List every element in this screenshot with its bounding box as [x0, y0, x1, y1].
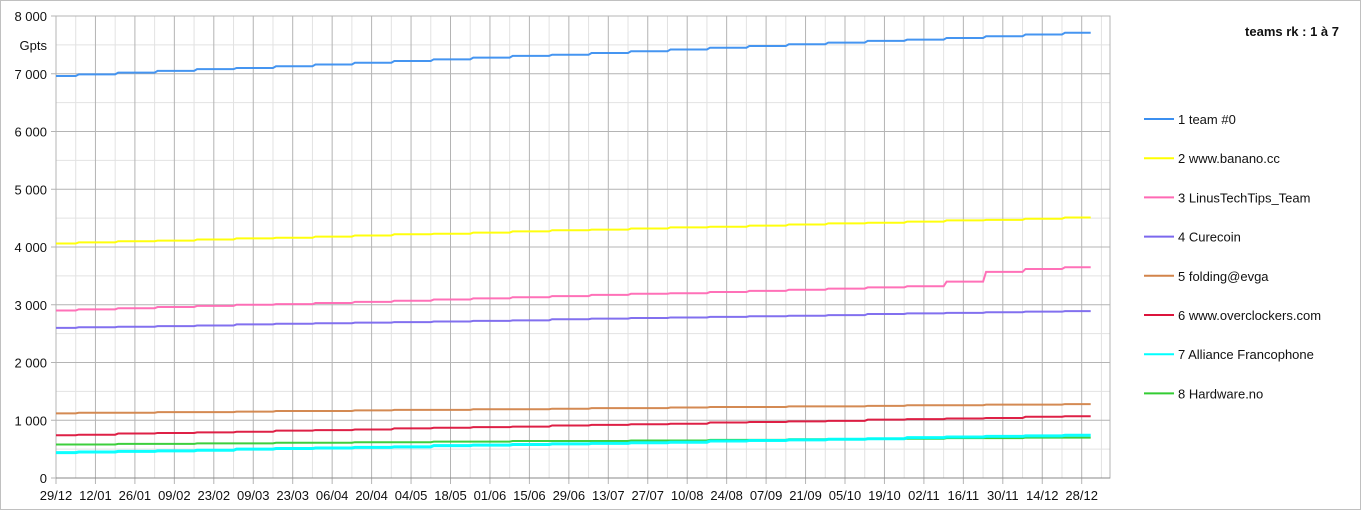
legend-item: 4 Curecoin — [1144, 230, 1241, 245]
legend-item: 6 www.overclockers.com — [1144, 308, 1321, 323]
legend-label: 5 folding@evga — [1178, 269, 1269, 284]
x-tick-label: 09/02 — [158, 488, 191, 503]
series-line-5 — [56, 403, 1091, 415]
x-tick-label: 24/08 — [710, 488, 743, 503]
x-tick-label: 02/11 — [908, 488, 940, 503]
x-tick-label: 21/09 — [789, 488, 822, 503]
x-tick-label: 29/06 — [553, 488, 586, 503]
legend-label: 6 www.overclockers.com — [1178, 308, 1321, 323]
legend-label: 8 Hardware.no — [1178, 386, 1263, 401]
y-axis-label: Gpts — [20, 38, 48, 53]
x-tick-label: 15/06 — [513, 488, 546, 503]
x-tick-label: 07/09 — [750, 488, 783, 503]
grid — [51, 15, 1111, 484]
series-line-3 — [56, 266, 1091, 312]
x-tick-label: 10/08 — [671, 488, 704, 503]
y-tick-label: 2 000 — [14, 356, 47, 371]
legend-item: 5 folding@evga — [1144, 269, 1269, 284]
y-tick-label: 0 — [40, 471, 47, 486]
x-tick-label: 13/07 — [592, 488, 625, 503]
legend-label: 1 team #0 — [1178, 112, 1236, 127]
legend-label: 2 www.banano.cc — [1178, 151, 1280, 166]
chart-title: teams rk : 1 à 7 — [1245, 24, 1339, 39]
x-tick-label: 19/10 — [868, 488, 901, 503]
x-tick-label: 28/12 — [1065, 488, 1098, 503]
y-tick-label: 3 000 — [14, 298, 47, 313]
y-tick-label: 4 000 — [14, 240, 47, 255]
series-lines — [56, 31, 1091, 455]
x-tick-label: 18/05 — [434, 488, 467, 503]
legend-item: 8 Hardware.no — [1144, 386, 1263, 401]
y-tick-label: 1 000 — [14, 413, 47, 428]
x-tick-label: 29/12 — [40, 488, 73, 503]
x-tick-label: 27/07 — [631, 488, 664, 503]
y-axis: 0 1 000 2 000 3 000 4 000 5 000 6 000 7 000 8 00… — [14, 9, 47, 486]
series-line-6 — [56, 415, 1091, 437]
series-line-2 — [56, 216, 1091, 245]
y-tick-label: 8 000 — [14, 9, 47, 24]
legend-item: 2 www.banano.cc — [1144, 151, 1280, 166]
legend: 1 team #0 2 www.banano.cc 3 LinusTechTips_… — [1144, 112, 1321, 401]
y-tick-label: 6 000 — [14, 125, 47, 140]
x-tick-label: 06/04 — [316, 488, 349, 503]
x-tick-label: 16/11 — [948, 488, 980, 503]
series-line-7 — [56, 433, 1091, 455]
x-tick-label: 20/04 — [355, 488, 388, 503]
x-tick-label: 04/05 — [395, 488, 428, 503]
series-line-4 — [56, 310, 1091, 329]
x-tick-label: 26/01 — [119, 488, 152, 503]
series-line-1 — [56, 31, 1091, 78]
y-tick-label: 5 000 — [14, 182, 47, 197]
x-tick-label: 12/01 — [79, 488, 112, 503]
x-tick-label: 14/12 — [1026, 488, 1059, 503]
x-tick-label: 23/03 — [276, 488, 309, 503]
legend-label: 4 Curecoin — [1178, 230, 1241, 245]
legend-label: 3 LinusTechTips_Team — [1178, 190, 1310, 205]
x-tick-label: 23/02 — [198, 488, 231, 503]
y-tick-label: 7 000 — [14, 67, 47, 82]
x-axis: 29/12 12/01 26/01 09/02 23/02 09/03 23/03 06/04… — [40, 488, 1098, 503]
x-tick-label: 01/06 — [474, 488, 507, 503]
legend-item: 1 team #0 — [1144, 112, 1236, 127]
legend-item: 7 Alliance Francophone — [1144, 347, 1314, 362]
legend-label: 7 Alliance Francophone — [1178, 347, 1314, 362]
x-tick-label: 05/10 — [829, 488, 862, 503]
legend-item: 3 LinusTechTips_Team — [1144, 190, 1310, 205]
x-tick-label: 30/11 — [987, 488, 1019, 503]
x-tick-label: 09/03 — [237, 488, 270, 503]
